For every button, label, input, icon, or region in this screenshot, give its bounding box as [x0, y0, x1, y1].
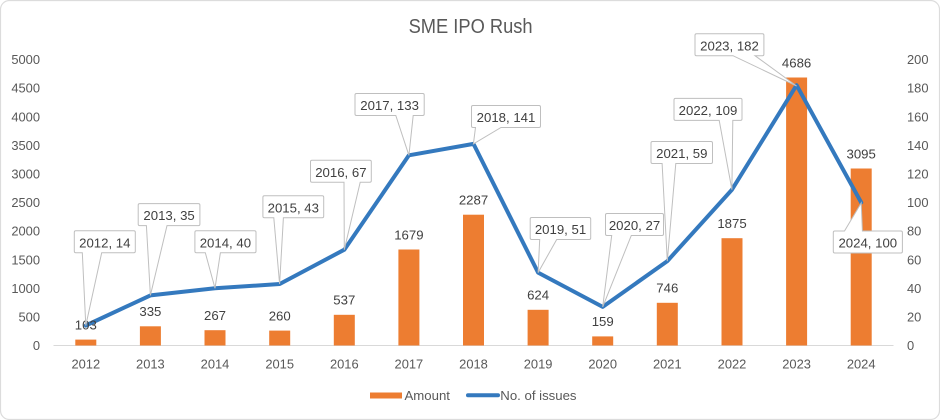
svg-text:2012: 2012	[71, 357, 100, 372]
svg-text:100: 100	[907, 195, 929, 210]
svg-text:159: 159	[592, 314, 614, 329]
svg-text:3500: 3500	[11, 138, 40, 153]
svg-text:1000: 1000	[11, 281, 40, 296]
svg-text:2024, 100: 2024, 100	[838, 236, 897, 251]
svg-text:500: 500	[18, 310, 40, 325]
svg-text:2017, 133: 2017, 133	[360, 98, 419, 113]
svg-text:0: 0	[907, 338, 914, 353]
svg-text:4500: 4500	[11, 81, 40, 96]
svg-text:2019: 2019	[524, 357, 553, 372]
svg-text:1679: 1679	[394, 227, 423, 242]
svg-text:60: 60	[907, 252, 921, 267]
svg-text:2013, 35: 2013, 35	[143, 208, 194, 223]
svg-text:2020, 27: 2020, 27	[609, 218, 660, 233]
svg-text:2017: 2017	[395, 357, 424, 372]
svg-text:2022: 2022	[718, 357, 747, 372]
svg-text:180: 180	[907, 81, 929, 96]
svg-text:2014: 2014	[201, 357, 230, 372]
svg-text:5000: 5000	[11, 52, 40, 67]
svg-text:2022, 109: 2022, 109	[679, 103, 738, 118]
svg-text:Amount: Amount	[405, 388, 451, 403]
svg-text:2020: 2020	[588, 357, 617, 372]
svg-text:4000: 4000	[11, 109, 40, 124]
svg-text:2024: 2024	[847, 357, 876, 372]
svg-text:537: 537	[333, 293, 355, 308]
svg-text:2287: 2287	[459, 193, 488, 208]
svg-text:1500: 1500	[11, 252, 40, 267]
svg-text:2023: 2023	[782, 357, 811, 372]
svg-text:3000: 3000	[11, 167, 40, 182]
svg-text:80: 80	[907, 224, 921, 239]
svg-text:3095: 3095	[847, 146, 876, 161]
svg-text:200: 200	[907, 52, 929, 67]
svg-text:2021: 2021	[653, 357, 682, 372]
svg-text:2019, 51: 2019, 51	[535, 222, 586, 237]
svg-text:2013: 2013	[136, 357, 165, 372]
svg-text:2018, 141: 2018, 141	[477, 110, 536, 125]
svg-text:2023, 182: 2023, 182	[700, 38, 759, 53]
svg-text:2016: 2016	[330, 357, 359, 372]
svg-text:2018: 2018	[459, 357, 488, 372]
svg-text:40: 40	[907, 281, 921, 296]
svg-text:624: 624	[527, 288, 549, 303]
svg-text:140: 140	[907, 138, 929, 153]
svg-text:2015, 43: 2015, 43	[268, 200, 319, 215]
svg-text:2016, 67: 2016, 67	[315, 165, 366, 180]
svg-text:120: 120	[907, 167, 929, 182]
svg-text:746: 746	[656, 281, 678, 296]
svg-text:260: 260	[269, 308, 291, 323]
svg-text:20: 20	[907, 310, 921, 325]
svg-text:No. of issues: No. of issues	[500, 388, 577, 403]
svg-text:1875: 1875	[717, 216, 746, 231]
svg-text:2000: 2000	[11, 224, 40, 239]
svg-text:2015: 2015	[265, 357, 294, 372]
svg-text:SME IPO Rush: SME IPO Rush	[409, 16, 533, 38]
svg-text:4686: 4686	[782, 55, 811, 70]
svg-text:2500: 2500	[11, 195, 40, 210]
svg-text:2021, 59: 2021, 59	[656, 146, 707, 161]
svg-text:2012, 14: 2012, 14	[79, 235, 130, 250]
svg-text:2014, 40: 2014, 40	[200, 235, 251, 250]
svg-text:160: 160	[907, 109, 929, 124]
svg-text:0: 0	[33, 338, 40, 353]
svg-text:335: 335	[139, 304, 161, 319]
svg-text:267: 267	[204, 308, 226, 323]
